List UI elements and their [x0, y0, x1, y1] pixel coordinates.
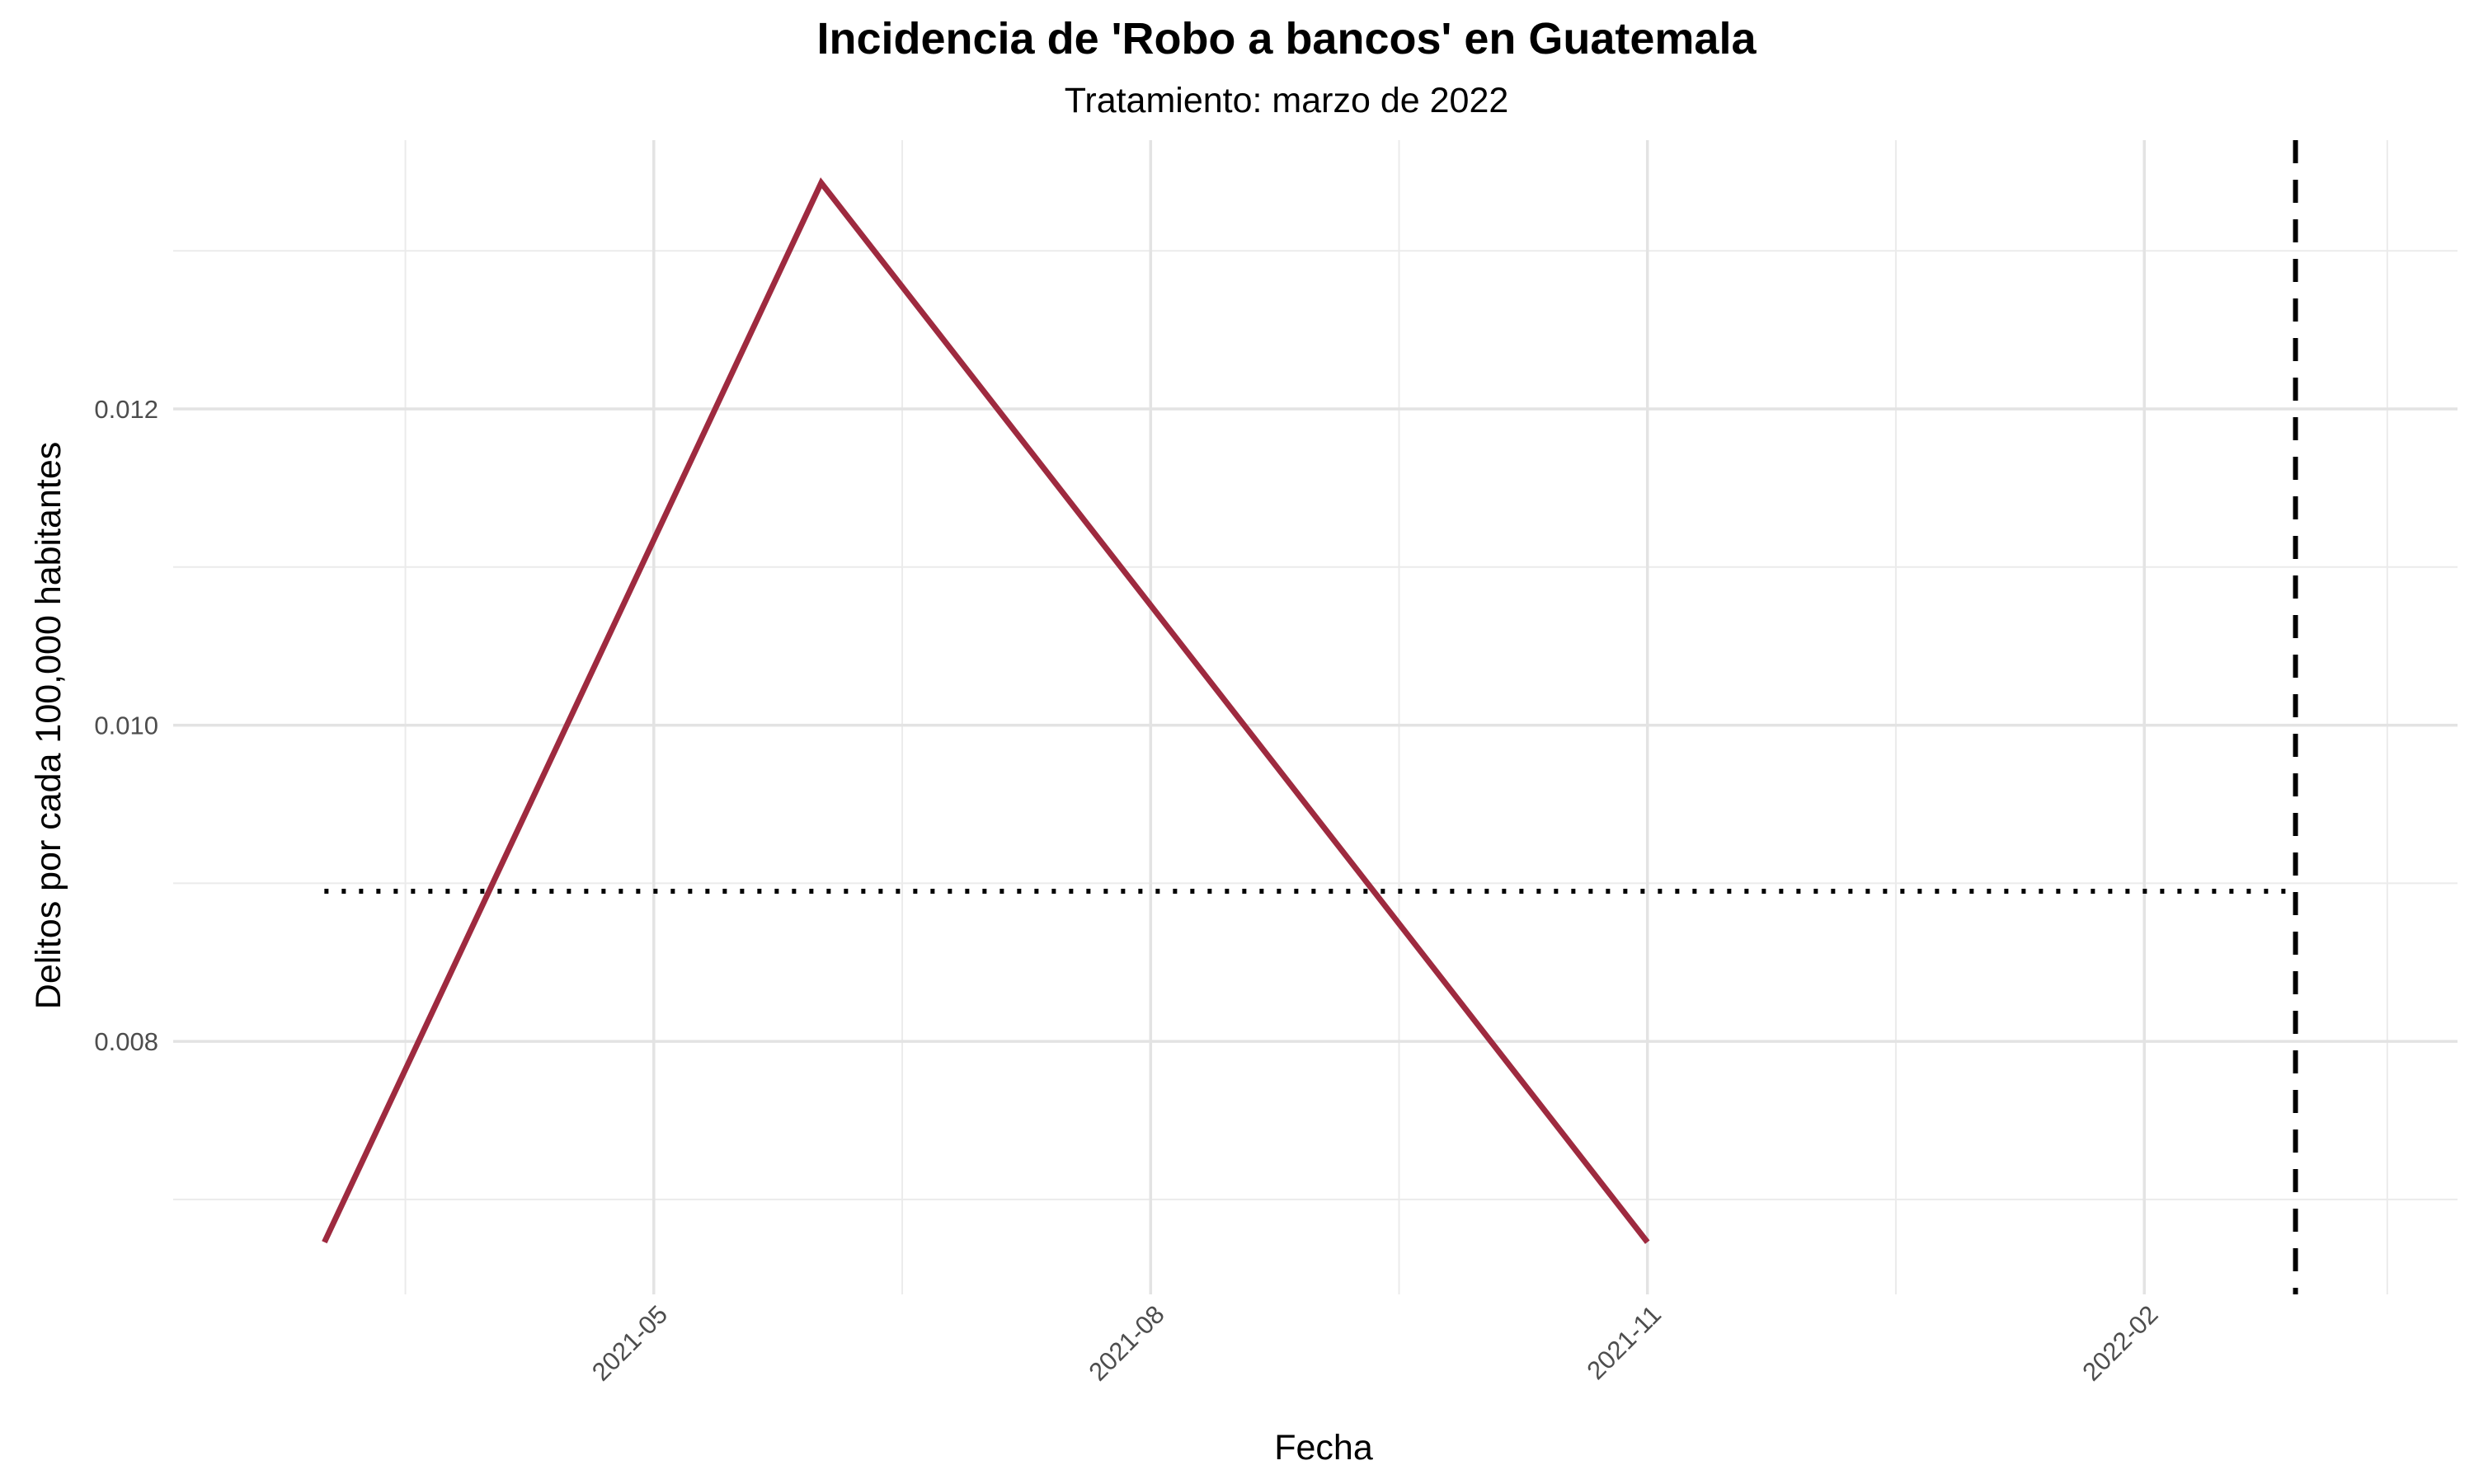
reference-lines [324, 140, 2298, 1294]
chart-subtitle: Tratamiento: marzo de 2022 [1064, 81, 1509, 120]
y-axis-label: Delitos por cada 100,000 habitantes [29, 442, 68, 1009]
x-tick-label: 2021-08 [1083, 1299, 1169, 1386]
x-tick-label: 2021-05 [586, 1299, 673, 1386]
y-tick-label: 0.012 [94, 395, 158, 424]
minor-gridlines [173, 140, 2458, 1294]
series-line [322, 177, 1650, 1244]
y-tick-label: 0.010 [94, 711, 158, 740]
chart-title: Incidencia de 'Robo a bancos' en Guatema… [816, 14, 1757, 63]
x-axis-ticks: 2021-05 2021-08 2021-11 2022-02 [586, 1299, 2164, 1386]
x-tick-label: 2022-02 [2077, 1299, 2163, 1386]
major-gridlines [173, 140, 2458, 1294]
x-tick-label: 2021-11 [1581, 1299, 1667, 1385]
y-tick-label: 0.008 [94, 1027, 158, 1056]
x-axis-label: Fecha [1274, 1428, 1373, 1468]
y-axis-ticks: 0.008 0.010 0.012 [94, 395, 158, 1056]
series-lines [322, 177, 1650, 1244]
